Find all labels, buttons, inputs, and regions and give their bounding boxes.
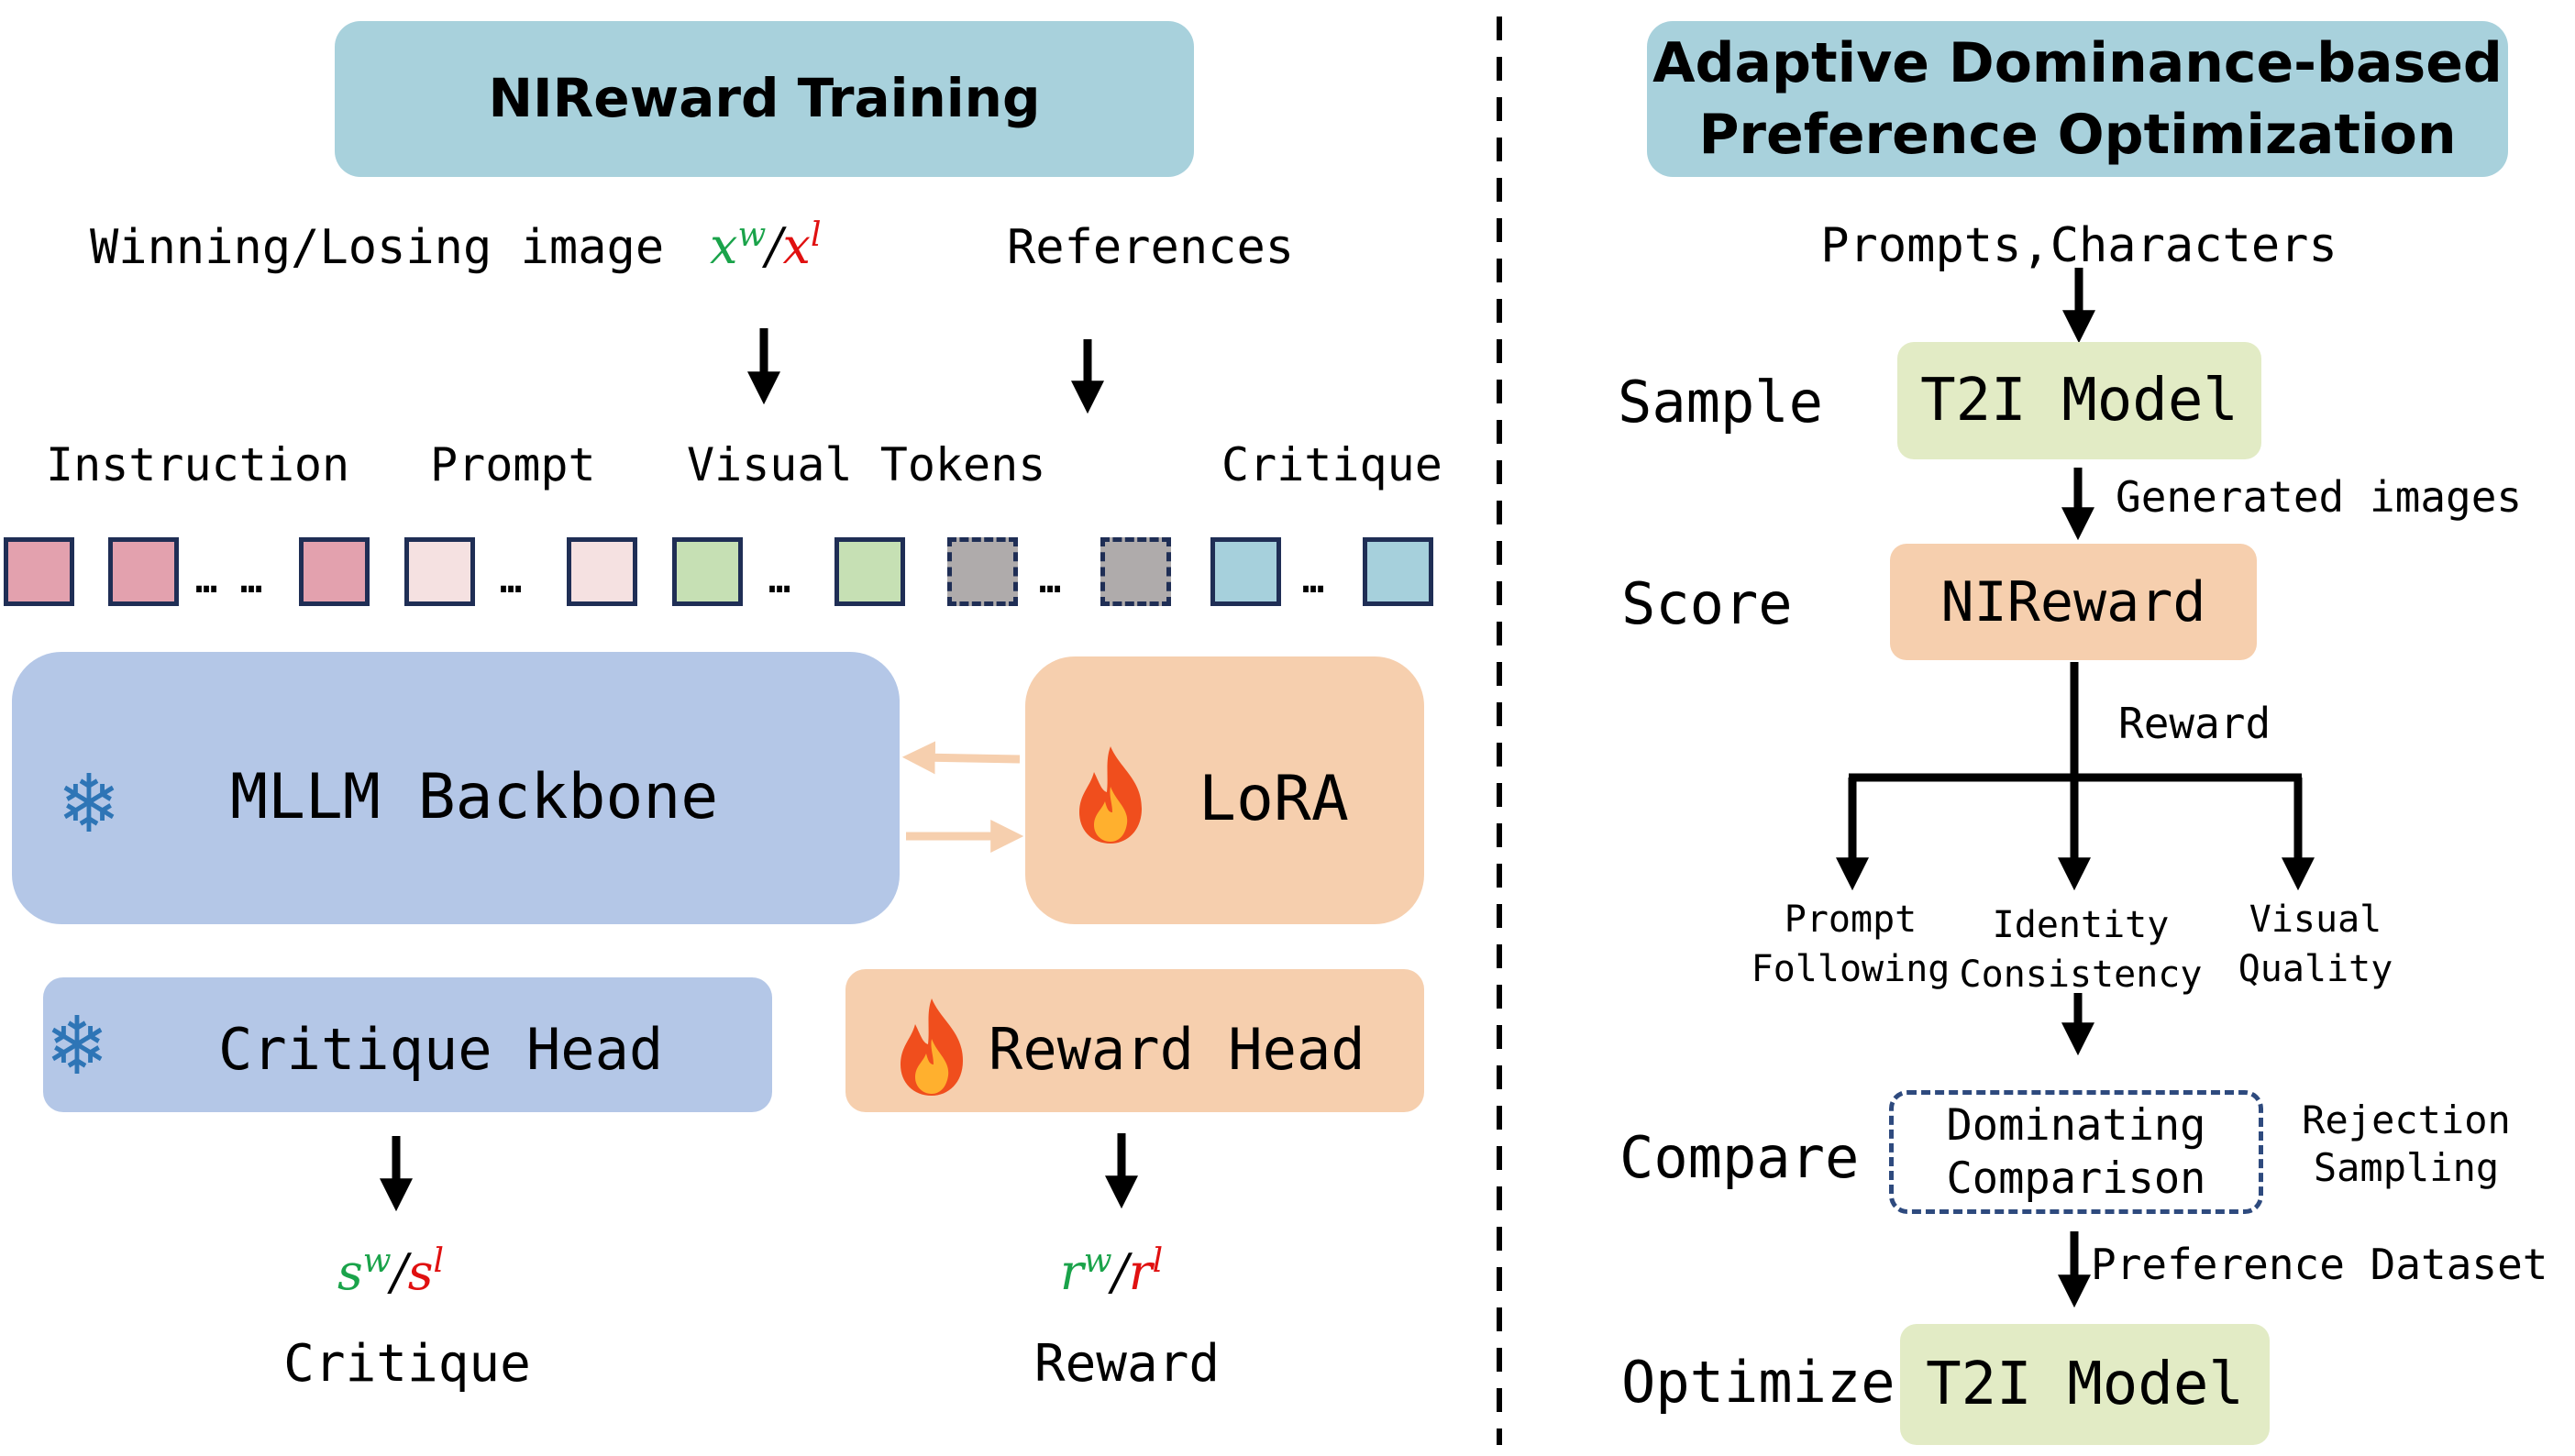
rejection-sampling-label: Rejection Sampling: [2302, 1098, 2511, 1190]
token-label-prompt: Prompt: [430, 438, 596, 491]
fire-icon: [1079, 746, 1142, 844]
stage-sample: Sample: [1618, 369, 1823, 436]
ellipsis: …: [500, 559, 523, 601]
t2i-model-final-box: T2I Model: [1900, 1324, 2270, 1445]
winning-losing-math: xw/xl: [710, 216, 822, 275]
dominating-comparison-box: Dominating Comparison: [1889, 1090, 2263, 1214]
reward-head-label: Reward Head: [989, 1016, 1365, 1083]
prompt-token: [567, 537, 637, 606]
dim-prompt-following: Prompt Following: [1751, 899, 1951, 990]
dim-visual-quality: Visual Quality: [2238, 899, 2393, 990]
winning-losing-label: Winning/Losing image: [90, 220, 665, 275]
adpo-title-line2: Preference Optimization: [1698, 103, 2457, 167]
reference-token: [947, 537, 1018, 606]
visual-token: [672, 537, 743, 606]
critique-output-label: Critique: [283, 1334, 531, 1394]
mllm-backbone-box: [12, 652, 900, 924]
instruction-token: [299, 537, 370, 606]
reward-output-label: Reward: [1033, 1334, 1221, 1394]
snowflake-icon: ❄: [50, 992, 104, 1095]
stage-compare: Compare: [1619, 1124, 1860, 1191]
reward-score-math: rw/rl: [1059, 1242, 1164, 1301]
fire-icon: [901, 998, 963, 1096]
critique-score-math: sw/sl: [337, 1242, 444, 1301]
token-label-visual: Visual Tokens: [687, 438, 1046, 491]
stage-score: Score: [1621, 570, 1793, 637]
token-label-instruction: Instruction: [46, 438, 350, 491]
generated-images-label: Generated images: [2116, 472, 2523, 522]
arrow-lora-to-backbone: [901, 741, 1021, 775]
ellipsis: …: [195, 559, 218, 601]
snowflake-icon: ❄: [62, 750, 116, 853]
preference-dataset-label: Preference Dataset: [2091, 1240, 2548, 1289]
prompt-token: [404, 537, 475, 606]
lora-label: LoRA: [1199, 763, 1349, 835]
ellipsis: …: [240, 559, 263, 601]
visual-token: [834, 537, 905, 606]
prompts-characters-label: Prompts,Characters: [1820, 218, 2337, 273]
critique-head-label: Critique Head: [218, 1016, 664, 1083]
adpo-title-line1: Adaptive Dominance-based: [1652, 31, 2503, 95]
reference-token: [1100, 537, 1171, 606]
reward-label: Reward: [2118, 699, 2271, 748]
nireward-training-title: NIReward Training: [335, 21, 1194, 177]
t2i-model-box: T2I Model: [1897, 342, 2261, 459]
instruction-token: [4, 537, 74, 606]
token-label-critique: Critique: [1221, 438, 1442, 491]
references-label: References: [1007, 220, 1295, 275]
critique-head-box: [43, 977, 772, 1112]
critique-token: [1210, 537, 1281, 606]
nireward-box: NIReward: [1890, 544, 2257, 660]
critique-token: [1363, 537, 1433, 606]
instruction-token: [108, 537, 179, 606]
stage-optimize: Optimize: [1621, 1349, 1895, 1416]
adpo-title: Adaptive Dominance-based Preference Optim…: [1647, 21, 2508, 177]
ellipsis: …: [1302, 559, 1325, 601]
ellipsis: …: [768, 559, 791, 601]
ellipsis: …: [1039, 559, 1062, 601]
dim-identity-consistency: Identity Consistency: [1959, 904, 2203, 996]
mllm-backbone-label: MLLM Backbone: [230, 761, 719, 833]
